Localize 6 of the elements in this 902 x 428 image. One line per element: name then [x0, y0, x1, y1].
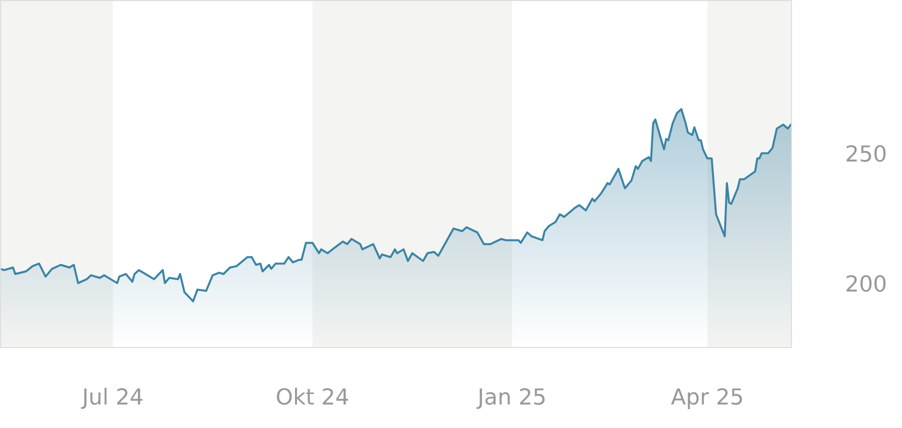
x-tick-label: Jul 24 [80, 386, 144, 411]
x-tick-label: Jan 25 [476, 386, 547, 411]
y-tick-label: 250 [845, 142, 887, 168]
x-tick-label: Okt 24 [276, 386, 350, 411]
y-tick-label: 200 [845, 272, 887, 298]
x-tick-label: Apr 25 [670, 386, 744, 411]
